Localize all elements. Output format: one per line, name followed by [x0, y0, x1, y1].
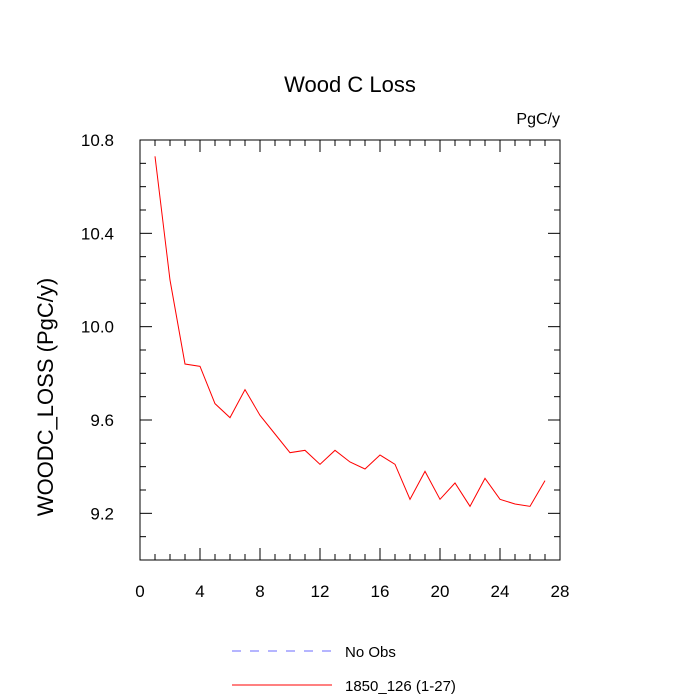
y-tick-label: 10.4: [81, 224, 114, 243]
y-tick-label: 9.2: [90, 504, 114, 523]
chart-title: Wood C Loss: [284, 72, 416, 97]
y-tick-label: 10.8: [81, 131, 114, 150]
x-tick-label: 4: [195, 582, 204, 601]
axis-ticks: [139, 139, 561, 561]
y-tick-label: 9.6: [90, 411, 114, 430]
x-tick-label: 0: [135, 582, 144, 601]
x-tick-label: 16: [371, 582, 390, 601]
legend-label-1850-126: 1850_126 (1-27): [345, 678, 456, 695]
x-tick-label: 20: [431, 582, 450, 601]
x-tick-label: 12: [311, 582, 330, 601]
legend-label-no-obs: No Obs: [345, 644, 396, 661]
x-tick-label: 24: [491, 582, 510, 601]
series-line-1: [154, 156, 546, 508]
units-label: PgC/y: [516, 111, 560, 128]
y-tick-label: 10.0: [81, 318, 114, 337]
x-tick-labels: 0 4 8 12 16 20 24 28: [135, 582, 569, 601]
x-tick-label: 28: [551, 582, 570, 601]
series-lines: [154, 156, 546, 508]
x-tick-label: 8: [255, 582, 264, 601]
y-axis-label: WOODC_LOSS (PgC/y): [33, 278, 58, 516]
legend: No Obs 1850_126 (1-27): [232, 644, 456, 695]
plot-frame: [139, 139, 561, 561]
y-tick-labels: 9.2 9.6 10.0 10.4 10.8: [81, 131, 114, 523]
